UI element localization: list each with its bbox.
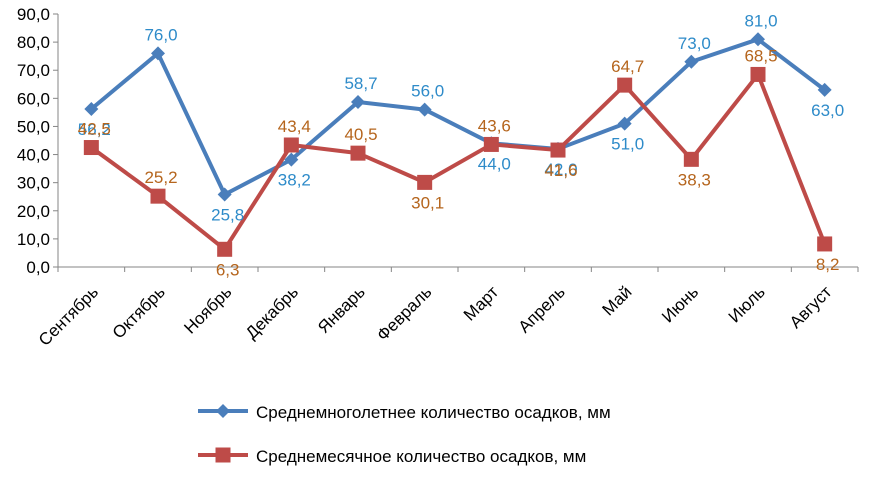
data-point (750, 66, 766, 82)
x-axis: Сентябрь Октябрь Ноябрь Декабрь Январь Феврал… (35, 266, 859, 350)
x-tick-label: Декабрь (242, 282, 302, 342)
y-tick-label: 10,0 (17, 230, 50, 249)
x-tick-label: Июль (725, 282, 769, 326)
data-label: 40,5 (344, 125, 377, 144)
data-labels: 56,2 76,0 25,8 38,2 58,7 56,0 44,0 42,0 51,0 73,0… (78, 11, 844, 279)
data-point (683, 151, 699, 167)
y-tick-label: 80,0 (17, 33, 50, 52)
legend-label-1: Среднемноголетнее количество осадков, мм (256, 403, 611, 422)
y-tick-label: 70,0 (17, 61, 50, 80)
data-label: 30,1 (411, 193, 444, 212)
data-point (84, 102, 99, 117)
x-tick-label: Февраль (373, 282, 435, 344)
data-label: 73,0 (678, 34, 711, 53)
x-tick-label: Август (786, 282, 836, 332)
x-tick-label: Ноябрь (180, 282, 235, 337)
data-point (217, 187, 232, 202)
x-tick-label: Октябрь (109, 282, 169, 342)
y-tick-label: 20,0 (17, 202, 50, 221)
data-point (550, 142, 566, 158)
series-line-2 (90, 72, 827, 252)
data-label: 81,0 (744, 11, 777, 30)
data-point (350, 145, 366, 161)
y-tick-label: 30,0 (17, 174, 50, 193)
data-label: 6,3 (216, 260, 240, 279)
data-point (684, 54, 699, 69)
data-point (283, 137, 299, 153)
data-label: 42,5 (78, 120, 111, 139)
legend-marker-2 (215, 447, 231, 463)
data-label: 76,0 (144, 25, 177, 44)
data-label: 25,8 (211, 205, 244, 224)
data-label: 43,6 (478, 116, 511, 135)
x-tick-label: Май (599, 282, 636, 319)
x-tick-label: Июнь (658, 282, 702, 326)
data-point (151, 46, 165, 61)
data-point (817, 82, 832, 97)
x-tick-label: Апрель (515, 282, 569, 336)
data-point (417, 174, 433, 190)
data-point (284, 152, 299, 167)
data-label: 38,3 (678, 170, 711, 189)
y-tick-label: 90,0 (17, 5, 50, 24)
data-label: 64,7 (611, 57, 644, 76)
data-label: 8,2 (816, 255, 840, 274)
legend: Среднемноголетнее количество осадков, мм… (198, 403, 611, 466)
data-point (617, 116, 632, 131)
x-tick-label: Январь (314, 282, 369, 337)
data-point (617, 77, 633, 93)
data-point (483, 136, 499, 152)
data-label: 68,5 (744, 46, 777, 65)
data-label: 56,2 (78, 120, 111, 139)
y-tick-label: 0,0 (26, 258, 50, 277)
y-axis: 0,0 10,0 20,0 30,0 40,0 50,0 60,0 70,0 80,0 90,0 (17, 5, 59, 277)
data-point (83, 140, 99, 156)
y-tick-label: 40,0 (17, 146, 50, 165)
y-tick-label: 60,0 (17, 89, 50, 108)
data-label: 42,0 (544, 160, 577, 179)
x-tick-label: Сентябрь (35, 282, 102, 349)
data-label: 41,6 (544, 161, 577, 180)
data-label: 51,0 (611, 135, 644, 154)
data-point (417, 102, 432, 117)
data-point (217, 241, 233, 257)
legend-entry-1: Среднемноголетнее количество осадков, мм (198, 403, 611, 422)
x-tick-label: Март (460, 282, 502, 324)
data-label: 25,2 (144, 168, 177, 187)
data-point (817, 236, 833, 252)
legend-entry-2: Среднемесячное количество осадков, мм (198, 447, 586, 466)
data-label: 44,0 (478, 154, 511, 173)
series-lines (83, 32, 833, 257)
legend-label-2: Среднемесячное количество осадков, мм (256, 447, 586, 466)
data-point (751, 32, 765, 47)
data-label: 56,0 (411, 82, 444, 101)
data-label: 43,4 (278, 117, 311, 136)
y-tick-label: 50,0 (17, 117, 50, 136)
data-point (150, 188, 166, 204)
series-line-1 (90, 37, 826, 197)
data-label: 63,0 (811, 101, 844, 120)
data-point (351, 94, 365, 109)
data-label: 58,7 (344, 74, 377, 93)
legend-marker-1 (216, 404, 230, 418)
data-label: 38,2 (278, 171, 311, 190)
